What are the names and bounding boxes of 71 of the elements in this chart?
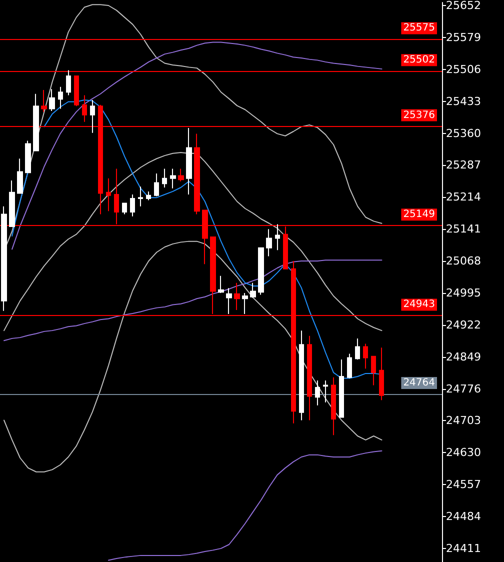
y-tick-label: 25652 xyxy=(446,0,481,12)
candlestick xyxy=(218,275,224,294)
candlestick xyxy=(258,247,264,296)
candlestick xyxy=(226,288,232,314)
y-tick-label: 25141 xyxy=(446,222,481,236)
candlestick xyxy=(74,75,79,107)
candlestick xyxy=(186,128,192,195)
y-tick-label: 24557 xyxy=(446,478,481,492)
y-tick-label: 25068 xyxy=(446,254,481,268)
candlestick xyxy=(122,202,127,215)
candlestick xyxy=(339,358,344,418)
y-tick-label: 24922 xyxy=(446,318,481,332)
candlestick xyxy=(154,173,159,197)
y-tick-label: 25506 xyxy=(446,62,481,76)
y-tick-label: 24703 xyxy=(446,414,481,428)
y-tick-label: 25287 xyxy=(446,158,481,172)
candlestick xyxy=(323,380,328,403)
candlestick xyxy=(1,206,7,312)
y-tick-label: 24630 xyxy=(446,446,481,460)
candlestick xyxy=(194,133,200,215)
candlestick xyxy=(347,353,352,379)
candlestick xyxy=(106,178,111,212)
ref-line-label: 24943 xyxy=(403,299,435,310)
y-tick-label: 25433 xyxy=(446,94,481,108)
ref-line-label: 25376 xyxy=(403,110,435,121)
candlestick xyxy=(242,292,248,314)
candlestick xyxy=(66,70,71,96)
candlestick xyxy=(250,282,256,298)
y-tick-label: 24776 xyxy=(446,382,481,396)
line-series xyxy=(4,260,382,342)
candlestick xyxy=(138,186,143,207)
candlestick xyxy=(41,89,47,112)
candlestick xyxy=(178,168,184,182)
candlestick xyxy=(58,86,63,110)
candlestick xyxy=(33,93,39,152)
line-series xyxy=(4,152,382,332)
candlestick xyxy=(234,282,240,310)
y-tick-label: 25579 xyxy=(446,30,481,44)
y-tick-label: 24411 xyxy=(446,542,481,555)
candlestick xyxy=(355,338,360,360)
ref-line-label: 25149 xyxy=(403,209,435,220)
candlestick xyxy=(82,94,87,122)
line-series xyxy=(12,42,382,250)
candlestick xyxy=(90,100,95,134)
candlestick xyxy=(299,330,304,421)
candlestick xyxy=(275,224,280,251)
candlestick xyxy=(130,194,135,217)
y-tick-label: 24484 xyxy=(446,510,481,523)
candlestick xyxy=(331,376,336,436)
candlestick xyxy=(49,88,55,112)
y-tick-label: 25214 xyxy=(446,190,481,204)
candlestick xyxy=(146,190,151,201)
y-tick-label: 24849 xyxy=(446,350,481,364)
ref-line-label: 25575 xyxy=(403,22,435,34)
ref-line-label: 25502 xyxy=(403,54,435,66)
line-series xyxy=(108,450,382,561)
candlestick xyxy=(379,347,384,401)
line-series xyxy=(4,240,382,472)
ref-line-label: 24764 xyxy=(403,378,435,388)
candlestick xyxy=(17,158,23,194)
candlestick xyxy=(371,356,376,386)
y-tick-label: 25360 xyxy=(446,126,481,140)
candlestick xyxy=(162,168,167,188)
y-tick-label: 24995 xyxy=(446,286,481,300)
candlestick xyxy=(170,168,176,189)
candlestick xyxy=(25,140,31,174)
candlestick xyxy=(315,380,320,406)
candlestick xyxy=(307,335,312,421)
candlestick xyxy=(363,343,368,370)
candlestick xyxy=(266,228,272,257)
candlestick xyxy=(9,180,15,227)
